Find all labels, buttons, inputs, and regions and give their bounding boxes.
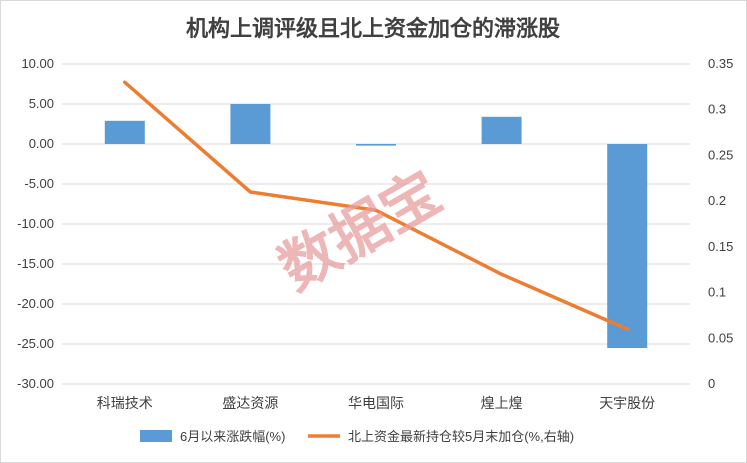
left-tick-label: 5.00: [29, 96, 54, 111]
left-axis: 10.00 5.00 0.00 -5.00 -10.00 -15.00 -20.00 -25.…: [17, 56, 54, 391]
line-point: [626, 328, 628, 330]
left-tick-label: 10.00: [21, 56, 54, 71]
bar: [230, 104, 271, 144]
line-point: [375, 209, 377, 211]
bar: [356, 144, 396, 146]
category-axis: 科瑞技术 盛达资源 华电国际 煌上煌 天宇股份: [97, 395, 655, 411]
gridlines: [62, 63, 690, 385]
left-tick-label: 0.00: [29, 136, 54, 151]
legend-bar-label: 6月以来涨跌幅(%): [180, 429, 285, 444]
left-tick-label: -25.00: [17, 336, 54, 351]
legend: 6月以来涨跌幅(%) 北上资金最新持仓较5月末加仓(%,右轴): [140, 429, 574, 444]
left-tick-label: -20.00: [17, 296, 54, 311]
line-series: [123, 80, 629, 331]
right-axis: 0.35 0.3 0.25 0.2 0.15 0.1 0.05 0: [708, 56, 733, 391]
right-tick-label: 0: [708, 376, 715, 391]
chart-title: 机构上调评级且北上资金加仓的滞涨股: [186, 16, 560, 41]
bar: [104, 120, 145, 144]
left-tick-label: -10.00: [17, 216, 54, 231]
right-tick-label: 0.1: [708, 285, 726, 300]
category-label: 科瑞技术: [97, 395, 153, 411]
line-point: [249, 191, 251, 193]
left-tick-label: -15.00: [17, 256, 54, 271]
right-tick-label: 0.25: [708, 147, 733, 162]
right-tick-label: 0.2: [708, 193, 726, 208]
category-label: 天宇股份: [599, 395, 655, 411]
watermark: 数据宝: [268, 158, 453, 304]
legend-line-label: 北上资金最新持仓较5月末加仓(%,右轴): [348, 429, 574, 444]
line-point: [124, 81, 126, 83]
category-label: 华电国际: [348, 395, 404, 411]
right-tick-label: 0.3: [708, 102, 726, 117]
bar: [481, 116, 522, 144]
bar-series: [104, 104, 648, 348]
category-label: 煌上煌: [481, 395, 523, 411]
category-label: 盛达资源: [222, 395, 278, 411]
left-tick-label: -5.00: [24, 176, 54, 191]
left-tick-label: -30.00: [17, 376, 54, 391]
right-tick-label: 0.05: [708, 330, 733, 345]
right-tick-label: 0.15: [708, 239, 733, 254]
bar: [607, 144, 648, 348]
right-tick-label: 0.35: [708, 56, 733, 71]
legend-bar-swatch: [140, 430, 172, 442]
line-point: [501, 273, 503, 275]
